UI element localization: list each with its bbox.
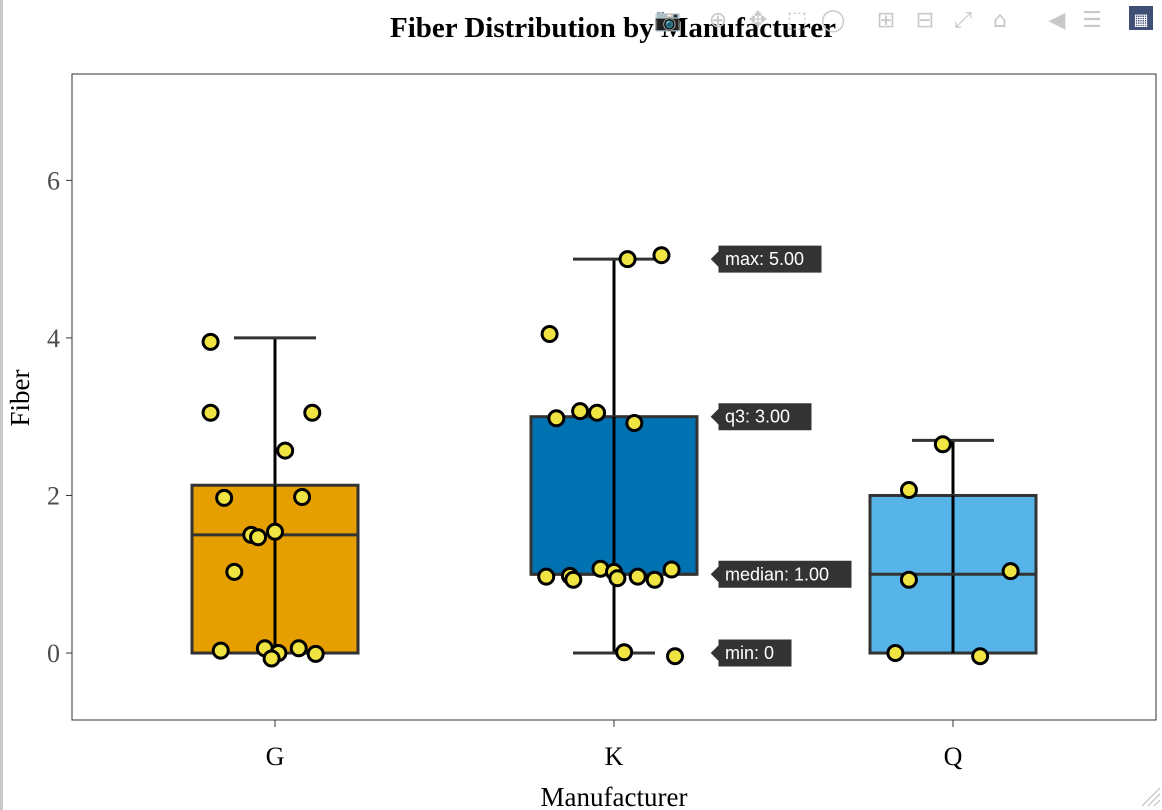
hover-label-text: q3: 3.00 xyxy=(725,407,790,427)
svg-text:⤢: ⤢ xyxy=(954,8,972,33)
box-q[interactable] xyxy=(868,438,1038,655)
data-point-q[interactable] xyxy=(899,570,918,589)
data-point-g[interactable] xyxy=(276,441,295,460)
data-point-g[interactable] xyxy=(249,528,268,547)
hover-label-text: median: 1.00 xyxy=(725,564,829,584)
svg-text:⊕: ⊕ xyxy=(709,8,727,33)
data-point-k[interactable] xyxy=(615,643,634,662)
data-point-k[interactable] xyxy=(588,403,607,422)
zoom-out-icon[interactable]: ⊟ xyxy=(916,8,934,33)
modebar-toolbar: 📷 ⊕ ✥ ⬚ ◯ ⊞ ⊟ ⤢ ⌂ ◀ ☰ ▦ xyxy=(654,6,1153,33)
data-point-g[interactable] xyxy=(215,488,234,507)
svg-text:⌂: ⌂ xyxy=(993,8,1007,33)
hover-labels: max: 5.00 q3: 3.00 median: 1.00 min: 0 xyxy=(709,244,853,668)
hover-label-text: min: 0 xyxy=(725,643,774,663)
svg-text:⬚: ⬚ xyxy=(787,8,808,33)
window-frame-left xyxy=(0,0,3,810)
data-point-k[interactable] xyxy=(608,569,627,588)
x-axis-title: Manufacturer xyxy=(541,782,688,810)
svg-text:📷: 📷 xyxy=(654,8,681,33)
plotly-logo-icon[interactable]: ▦ xyxy=(1129,6,1153,30)
svg-text:☰: ☰ xyxy=(1082,8,1102,33)
lasso-icon[interactable]: ◯ xyxy=(821,8,846,33)
hover-label: median: 1.00 xyxy=(709,559,853,589)
data-point-g[interactable] xyxy=(201,403,220,422)
data-point-g[interactable] xyxy=(225,562,244,581)
hover-label-text: max: 5.00 xyxy=(725,249,804,269)
data-point-g[interactable] xyxy=(266,522,284,541)
box-g[interactable] xyxy=(190,336,360,655)
data-point-k[interactable] xyxy=(537,567,556,586)
data-point-k[interactable] xyxy=(571,402,590,421)
svg-text:▦: ▦ xyxy=(1133,10,1148,29)
compare-hover-icon[interactable]: ☰ xyxy=(1082,8,1102,33)
data-point-g[interactable] xyxy=(211,641,230,660)
data-point-k[interactable] xyxy=(547,409,566,428)
data-point-q[interactable] xyxy=(899,480,918,499)
data-point-k[interactable] xyxy=(564,570,583,589)
resize-handle-icon[interactable] xyxy=(1141,787,1161,807)
x-tick-label-k: K xyxy=(605,742,624,771)
y-tick-label: 2 xyxy=(47,481,60,510)
data-point-k[interactable] xyxy=(618,250,637,269)
camera-icon[interactable]: 📷 xyxy=(654,8,681,33)
data-point-k[interactable] xyxy=(652,246,671,265)
home-icon[interactable]: ⌂ xyxy=(993,8,1007,33)
data-point-g[interactable] xyxy=(303,403,322,422)
data-point-k[interactable] xyxy=(666,647,685,666)
chart-title: Fiber Distribution by Manufacturer xyxy=(390,12,836,44)
box-k[interactable] xyxy=(529,257,699,655)
box-select-icon[interactable]: ⬚ xyxy=(787,8,808,33)
y-tick-label: 0 xyxy=(47,639,60,668)
data-point-g[interactable] xyxy=(306,644,325,663)
data-point-q[interactable] xyxy=(971,647,990,666)
data-point-k[interactable] xyxy=(645,570,664,589)
hover-label: min: 0 xyxy=(709,638,793,668)
box-series xyxy=(190,257,1038,655)
autoscale-icon[interactable]: ⤢ xyxy=(954,8,972,33)
svg-text:⊞: ⊞ xyxy=(877,8,895,33)
svg-text:⊟: ⊟ xyxy=(916,8,934,33)
data-point-q[interactable] xyxy=(933,435,952,454)
spike-icon[interactable]: ◀ xyxy=(1049,8,1066,33)
data-point-g[interactable] xyxy=(201,332,220,351)
y-axis-title: Fiber xyxy=(5,369,35,426)
svg-text:◀: ◀ xyxy=(1049,8,1066,33)
data-point-k[interactable] xyxy=(662,560,681,579)
zoom-icon[interactable]: ⊕ xyxy=(709,8,727,33)
y-tick-label: 6 xyxy=(47,166,60,195)
data-point-q[interactable] xyxy=(886,644,905,663)
hover-label: max: 5.00 xyxy=(709,244,823,274)
y-tick-label: 4 xyxy=(47,324,60,353)
data-point-k[interactable] xyxy=(628,567,647,586)
zoom-in-icon[interactable]: ⊞ xyxy=(877,8,895,33)
x-tick-label-g: G xyxy=(266,742,285,771)
x-tick-label-q: Q xyxy=(944,742,963,771)
data-point-g[interactable] xyxy=(293,488,312,507)
hover-label: q3: 3.00 xyxy=(709,402,813,432)
jitter-points xyxy=(201,246,1020,668)
pan-icon[interactable]: ✥ xyxy=(749,8,767,33)
data-point-g[interactable] xyxy=(289,639,308,658)
y-axis: 0 2 4 6 xyxy=(47,166,72,668)
data-point-k[interactable] xyxy=(540,324,559,343)
svg-text:◯: ◯ xyxy=(821,8,846,33)
data-point-k[interactable] xyxy=(625,413,644,432)
data-point-g[interactable] xyxy=(262,649,281,668)
data-point-q[interactable] xyxy=(1001,562,1020,581)
svg-text:✥: ✥ xyxy=(749,8,767,33)
